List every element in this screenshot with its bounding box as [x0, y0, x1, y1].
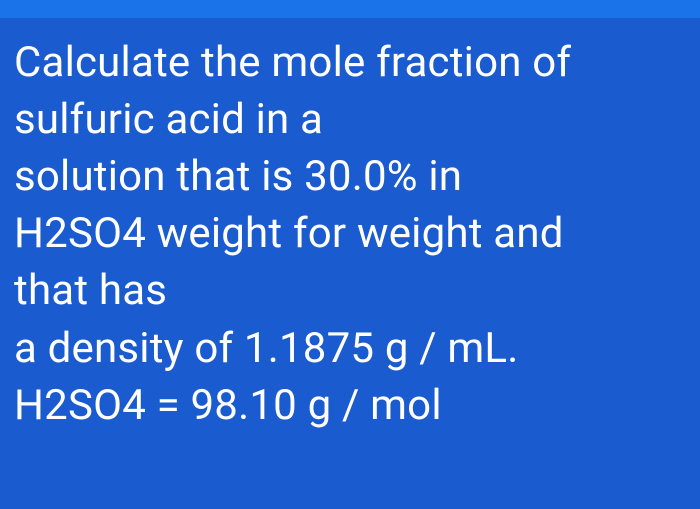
text-line-3: solution that is 30.0% in — [14, 148, 686, 205]
text-line-1: Calculate the mole fraction of — [14, 34, 686, 91]
text-line-6: a density of 1.1875 g / mL. — [14, 320, 686, 377]
top-accent-bar — [0, 0, 700, 18]
text-line-7: H2SO4 = 98.10 g / mol — [14, 377, 686, 434]
text-line-4: H2SO4 weight for weight and — [14, 205, 686, 262]
text-line-5: that has — [14, 262, 686, 319]
text-line-2: sulfuric acid in a — [14, 91, 686, 148]
question-panel: Calculate the mole fraction of sulfuric … — [0, 18, 700, 509]
